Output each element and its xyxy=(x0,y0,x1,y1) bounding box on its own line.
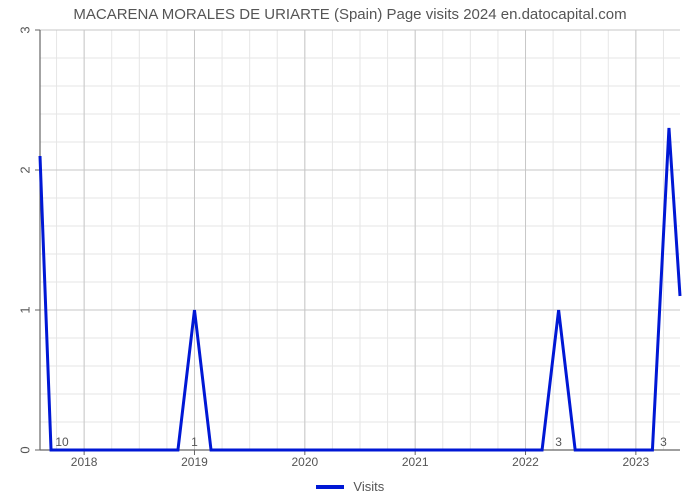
legend: Visits xyxy=(0,478,700,494)
svg-text:2020: 2020 xyxy=(291,455,318,469)
chart-svg: 012320182019202020212022202310133 xyxy=(40,30,680,450)
svg-text:2021: 2021 xyxy=(402,455,429,469)
svg-text:1: 1 xyxy=(191,435,198,449)
svg-text:2: 2 xyxy=(17,166,32,173)
svg-text:2022: 2022 xyxy=(512,455,539,469)
svg-text:3: 3 xyxy=(555,435,562,449)
plot-area: 012320182019202020212022202310133 xyxy=(40,30,680,450)
chart-container: MACARENA MORALES DE URIARTE (Spain) Page… xyxy=(0,0,700,500)
svg-text:3: 3 xyxy=(17,26,32,33)
svg-text:2018: 2018 xyxy=(71,455,98,469)
svg-text:2019: 2019 xyxy=(181,455,208,469)
svg-text:0: 0 xyxy=(17,446,32,453)
svg-text:3: 3 xyxy=(660,435,667,449)
legend-swatch xyxy=(316,485,344,489)
svg-text:2023: 2023 xyxy=(623,455,650,469)
svg-text:1: 1 xyxy=(17,306,32,313)
chart-title: MACARENA MORALES DE URIARTE (Spain) Page… xyxy=(0,6,700,23)
svg-text:10: 10 xyxy=(55,435,69,449)
legend-label: Visits xyxy=(353,479,384,494)
